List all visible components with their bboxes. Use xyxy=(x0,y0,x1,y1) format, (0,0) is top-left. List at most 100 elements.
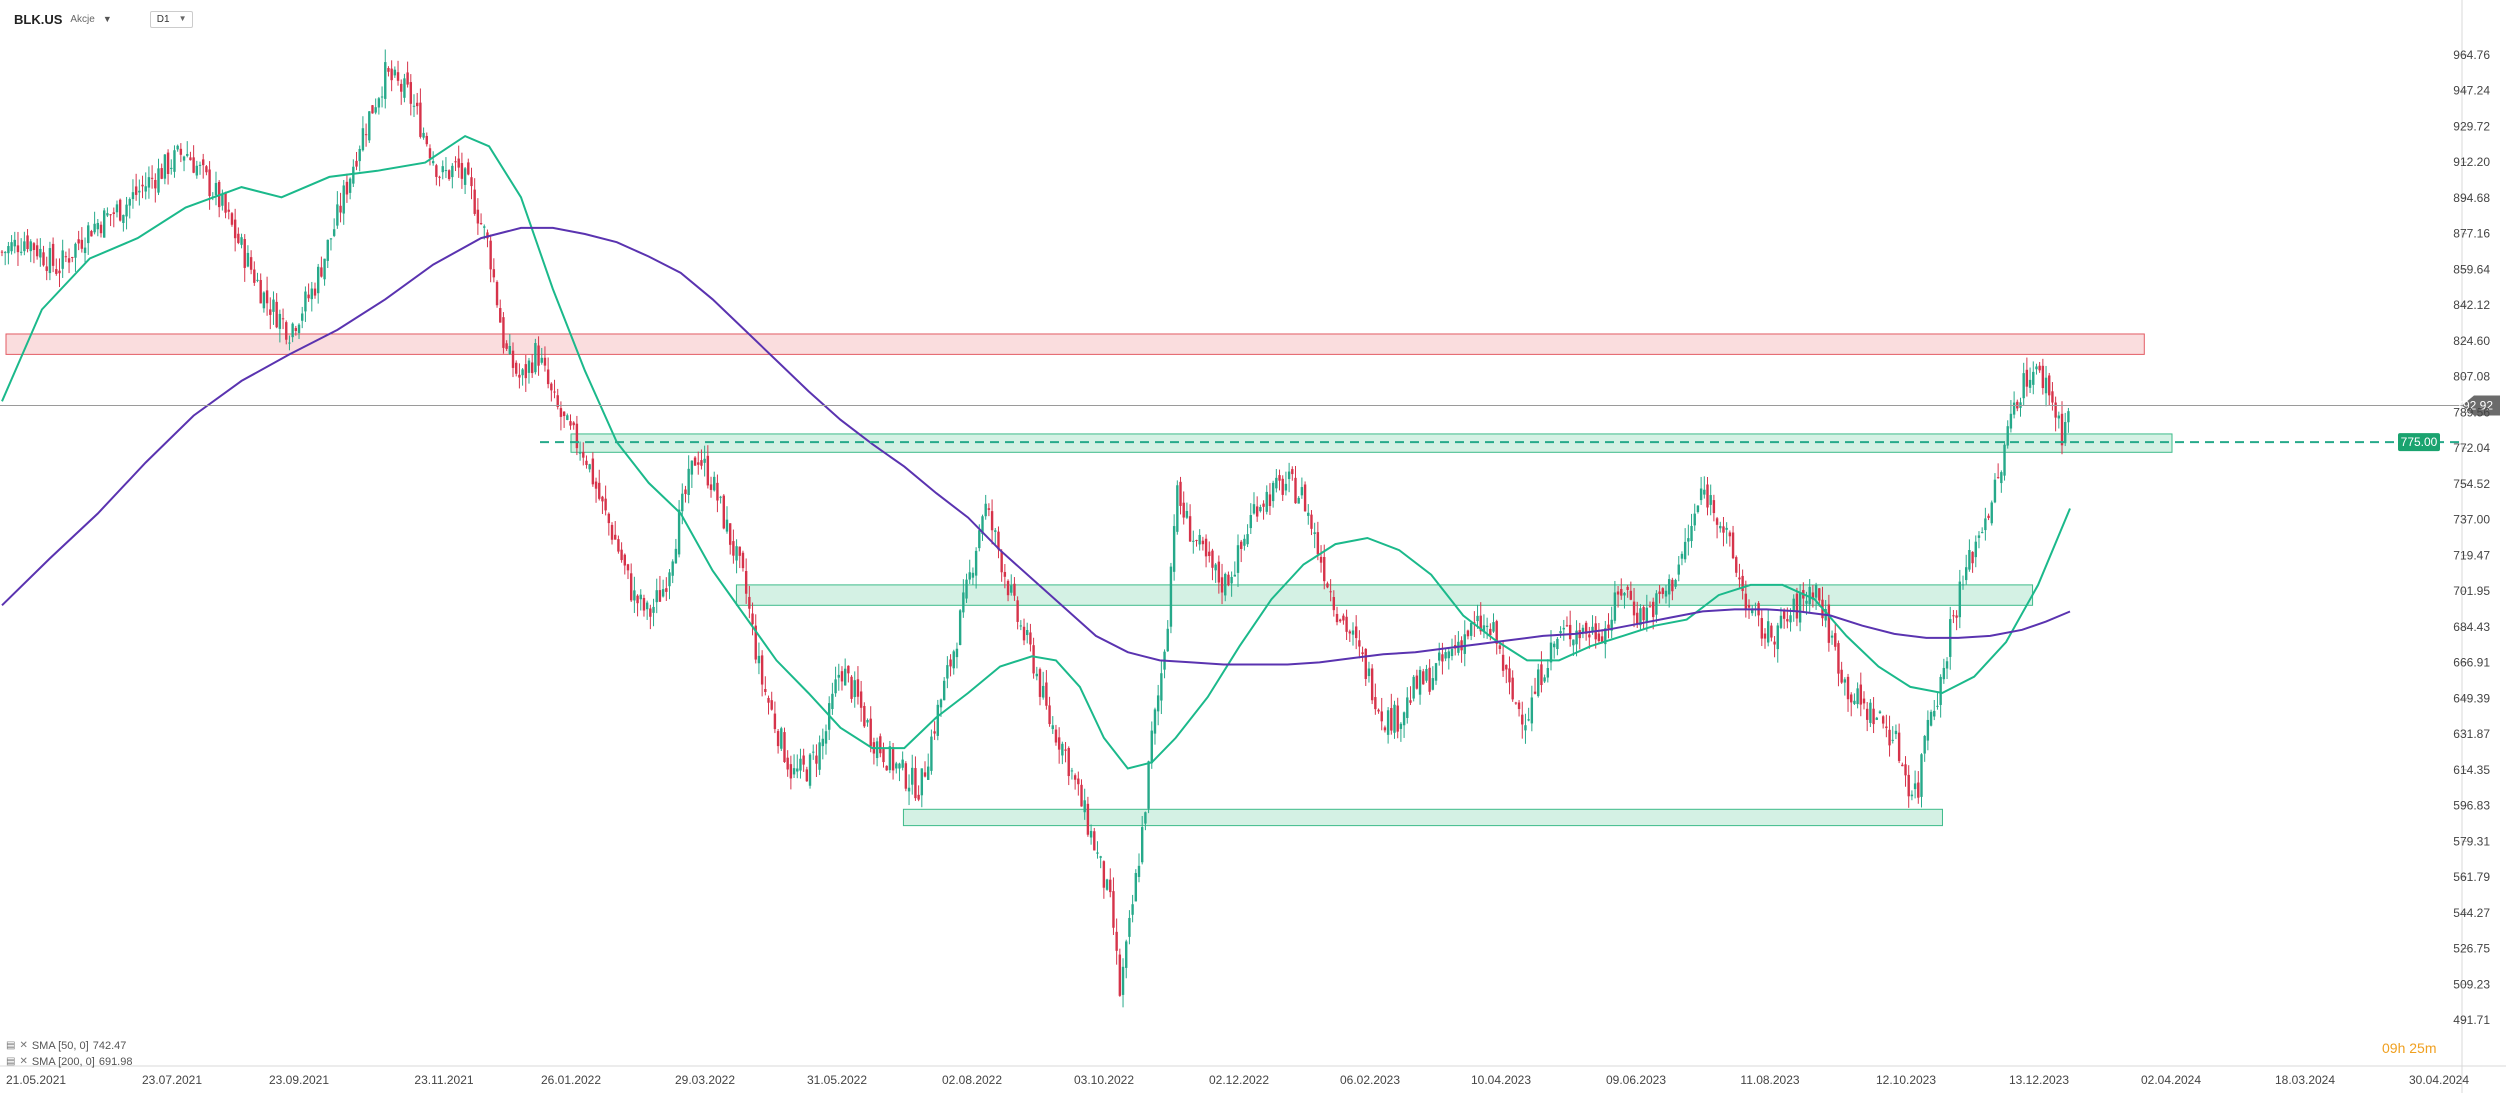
candle-body xyxy=(572,422,575,426)
candle-body xyxy=(1728,532,1732,537)
candle-body xyxy=(693,457,697,466)
candle-body xyxy=(2012,402,2016,415)
candle-body xyxy=(316,266,320,294)
candle-body xyxy=(1383,727,1387,731)
candle-body xyxy=(1377,709,1380,712)
candle-body xyxy=(799,758,802,771)
candle-body xyxy=(1003,571,1007,577)
candle-body xyxy=(2064,422,2067,444)
candle-body xyxy=(792,768,796,775)
candle-body xyxy=(1543,677,1546,682)
candle-body xyxy=(1125,941,1128,968)
candle-body xyxy=(591,458,595,485)
x-tick-label: 23.07.2021 xyxy=(142,1073,202,1087)
candle-body xyxy=(1438,652,1441,661)
candle-body xyxy=(1521,714,1524,725)
candle-body xyxy=(534,343,537,373)
candle-body xyxy=(978,530,981,549)
candle-body xyxy=(422,132,425,138)
candle-body xyxy=(163,154,167,179)
candle-body xyxy=(1498,645,1502,649)
candle-body xyxy=(1182,502,1185,518)
candle-body xyxy=(1137,865,1141,877)
close-icon[interactable]: ✕ xyxy=(19,1040,28,1051)
candle-body xyxy=(435,165,438,177)
candle-body xyxy=(1735,557,1738,573)
candle-body xyxy=(642,597,646,611)
candle-body xyxy=(1243,538,1246,546)
candle-body xyxy=(1942,667,1946,680)
candle-body xyxy=(1022,626,1026,641)
candle-body xyxy=(1766,621,1770,643)
legend-sma200[interactable]: ▤ ✕ SMA [200, 0] 691.98 xyxy=(6,1054,132,1070)
candle-body xyxy=(559,408,563,417)
close-icon[interactable]: ✕ xyxy=(19,1056,28,1067)
candle-body xyxy=(16,245,20,253)
candle-body xyxy=(582,451,585,458)
candle-body xyxy=(1744,593,1748,610)
candle-body xyxy=(1077,778,1080,785)
y-tick-label: 596.83 xyxy=(2453,799,2490,813)
candle-body xyxy=(738,546,741,556)
candle-body xyxy=(818,742,821,770)
candle-body xyxy=(2044,377,2048,394)
candle-body xyxy=(1623,592,1626,596)
candle-body xyxy=(1418,669,1422,695)
candle-body xyxy=(2025,369,2029,387)
y-tick-label: 772.04 xyxy=(2453,441,2490,455)
candle-body xyxy=(313,288,317,296)
candle-body xyxy=(1006,580,1010,596)
candle-body xyxy=(246,252,250,267)
candle-body xyxy=(1390,708,1393,731)
candle-body xyxy=(157,168,160,193)
candle-body xyxy=(1798,592,1802,623)
candle-body xyxy=(585,460,588,465)
candle-body xyxy=(1275,477,1278,489)
candle-body xyxy=(645,602,649,610)
candle-body xyxy=(904,763,908,789)
candle-body xyxy=(2035,366,2038,370)
legend-sma50[interactable]: ▤ ✕ SMA [50, 0] 742.47 xyxy=(6,1038,132,1054)
candle-body xyxy=(990,511,994,531)
symbol-dropdown-icon[interactable]: ▼ xyxy=(102,14,112,24)
candle-body xyxy=(1224,573,1227,596)
candle-body xyxy=(879,736,882,754)
candle-body xyxy=(71,256,74,258)
candle-body xyxy=(955,648,959,658)
last-price-tag-label: 792.92 xyxy=(2456,399,2493,413)
candle-body xyxy=(1859,684,1863,705)
settings-icon[interactable]: ▤ xyxy=(6,1040,16,1051)
candle-body xyxy=(668,572,671,587)
candle-body xyxy=(575,423,579,449)
y-tick-label: 789.56 xyxy=(2453,405,2490,419)
candle-body xyxy=(329,238,333,240)
candle-body xyxy=(760,655,764,685)
candle-body xyxy=(1980,532,1984,534)
y-tick-label: 631.87 xyxy=(2453,727,2490,741)
candle-body xyxy=(336,204,339,226)
candle-body xyxy=(1026,630,1029,636)
candle-body xyxy=(179,148,183,155)
candle-body xyxy=(441,166,444,173)
timeframe-select[interactable]: D1 ▼ xyxy=(149,10,193,28)
symbol-label[interactable]: BLK.US xyxy=(14,11,63,27)
candle-body xyxy=(1856,688,1859,705)
candle-body xyxy=(677,509,681,555)
candle-body xyxy=(786,757,789,770)
y-tick-label: 912.20 xyxy=(2453,155,2490,169)
candle-body xyxy=(1658,591,1661,594)
candle-body xyxy=(1568,624,1572,640)
candle-body xyxy=(1894,730,1898,735)
candle-body xyxy=(1080,784,1083,807)
candle-body xyxy=(1779,615,1783,628)
settings-icon[interactable]: ▤ xyxy=(6,1056,16,1067)
candle-body xyxy=(495,281,499,306)
candle-body xyxy=(1674,579,1677,587)
y-tick-label: 737.00 xyxy=(2453,513,2490,527)
candle-body xyxy=(1907,774,1910,797)
candle-body xyxy=(1102,861,1106,888)
candle-body xyxy=(853,680,856,698)
zones xyxy=(5,333,2173,827)
